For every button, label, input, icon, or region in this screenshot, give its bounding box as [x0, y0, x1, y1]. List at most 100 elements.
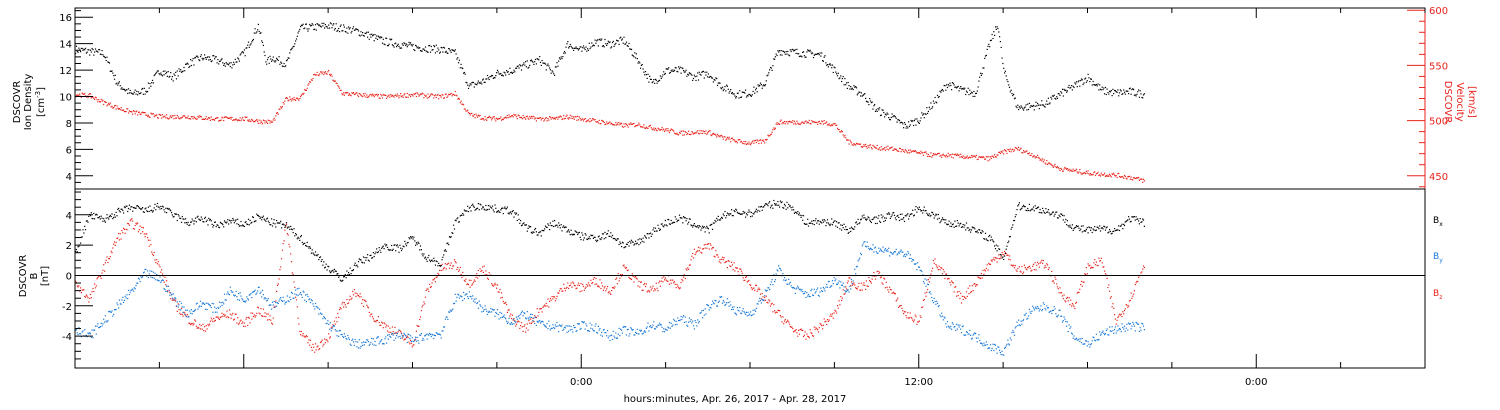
bz-series-point — [343, 306, 345, 308]
velocity-series-point — [1052, 166, 1054, 168]
by-series-point — [75, 329, 77, 331]
density-series-point — [903, 127, 905, 129]
velocity-series-point — [768, 135, 770, 137]
density-series-point — [209, 59, 211, 61]
by-series-point — [823, 288, 825, 290]
bz-series-point — [856, 288, 858, 290]
by-series-point — [692, 325, 695, 327]
bz-series-point — [735, 267, 737, 269]
by-series-point — [409, 338, 411, 340]
by-series-point — [276, 302, 278, 304]
velocity-series-point — [389, 96, 391, 98]
density-series-point — [473, 86, 475, 88]
by-series-point — [114, 309, 116, 311]
velocity-series-point — [721, 135, 723, 137]
velocity-series-point — [494, 118, 496, 120]
bz-series-point — [519, 327, 521, 329]
density-series-point — [505, 74, 507, 76]
bz-series-point — [1087, 263, 1089, 265]
by-series-point — [822, 290, 824, 292]
velocity-series-point — [197, 115, 199, 117]
density-series-point — [185, 63, 187, 65]
by-series-point — [723, 301, 725, 303]
bz-series-point — [1024, 266, 1026, 269]
by-series-point — [935, 303, 937, 305]
velocity-series-point — [743, 141, 745, 143]
density-series-point — [930, 102, 932, 104]
by-series-point — [601, 331, 603, 333]
density-series-point — [793, 50, 795, 52]
density-series-point — [284, 66, 286, 68]
by-series-point — [779, 268, 781, 270]
velocity-series-point — [548, 119, 550, 121]
bz-series-point — [376, 319, 378, 322]
bz-series-point — [714, 256, 716, 258]
velocity-series-point — [745, 141, 747, 143]
velocity-series-point — [237, 120, 239, 122]
by-series-point — [313, 305, 315, 307]
bz-series-point — [844, 293, 846, 295]
bz-series-point — [587, 285, 589, 287]
by-series-point — [913, 263, 915, 265]
density-series-point — [845, 84, 847, 86]
by-series-point — [927, 284, 929, 286]
density-series-point — [1062, 95, 1064, 97]
density-series-point — [553, 73, 555, 75]
density-series-point — [474, 83, 476, 85]
by-series-point — [787, 283, 789, 285]
velocity-series-point — [517, 114, 519, 116]
velocity-series-point — [301, 93, 303, 95]
velocity-series-point — [321, 73, 323, 75]
density-series-point — [75, 52, 77, 55]
density-series-point — [184, 70, 186, 72]
velocity-series-point — [781, 123, 783, 125]
bz-series-point — [352, 290, 354, 293]
density-series-point — [1058, 93, 1060, 95]
velocity-series-point — [392, 95, 394, 97]
bz-series-point — [450, 262, 452, 264]
by-series-point — [410, 340, 412, 343]
density-series-point — [283, 63, 285, 65]
density-series-point — [1098, 89, 1100, 91]
by-series-point — [659, 322, 661, 324]
velocity-series-point — [412, 95, 414, 97]
bz-series-point — [932, 259, 934, 262]
velocity-series-point — [104, 101, 106, 103]
bz-series-point — [1141, 271, 1143, 273]
density-unit-end: ] — [36, 87, 47, 91]
bz-series-point — [1137, 280, 1139, 283]
bz-series-point — [467, 284, 470, 286]
velocity-series-point — [524, 117, 526, 119]
by-series-point — [793, 286, 795, 289]
velocity-series-point — [741, 142, 743, 144]
bz-series-point — [123, 228, 125, 230]
bz-series-point — [101, 272, 103, 274]
bz-series-point — [893, 291, 895, 293]
density-series-point — [477, 80, 479, 82]
by-series-point — [363, 344, 365, 346]
bz-series-point — [265, 316, 267, 318]
density-series-point — [1023, 109, 1025, 111]
bz-series-point — [506, 304, 508, 306]
velocity-series-point — [918, 151, 920, 154]
bz-series-point — [847, 280, 849, 282]
velocity-series-point — [275, 115, 277, 117]
bz-series-point — [860, 289, 862, 291]
velocity-series-point — [367, 96, 369, 98]
density-series-point — [636, 58, 638, 60]
density-series-point — [237, 57, 239, 59]
velocity-series-point — [915, 151, 917, 153]
density-series-point — [1023, 107, 1025, 109]
by-series-point — [641, 333, 643, 335]
bz-series-point — [411, 346, 413, 348]
bz-series-point — [1129, 299, 1131, 301]
bz-series-point — [881, 282, 883, 284]
by-series-point — [740, 312, 742, 314]
by-series-point — [401, 335, 403, 337]
by-series-point — [892, 253, 894, 255]
velocity-series-point — [252, 119, 254, 121]
density-series-point — [117, 84, 119, 86]
bz-series-point — [592, 282, 594, 284]
density-series-point — [84, 49, 86, 51]
by-series-point — [812, 294, 815, 297]
